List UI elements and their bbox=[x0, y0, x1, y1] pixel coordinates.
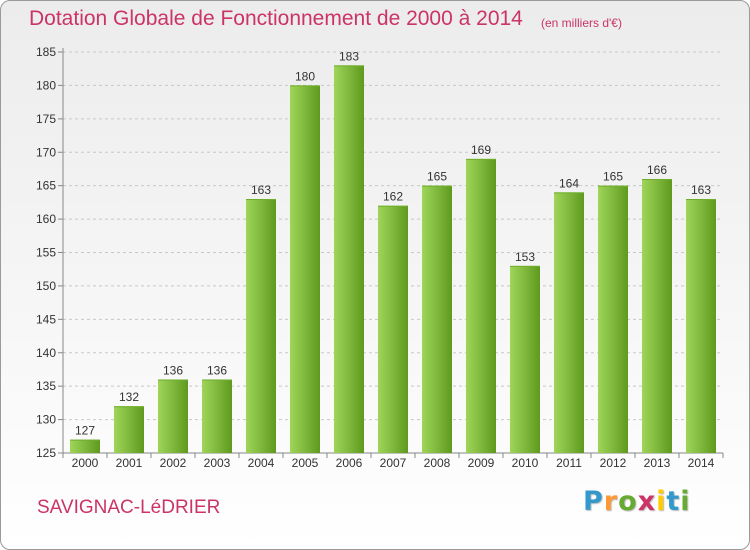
x-tick-label: 2003 bbox=[204, 456, 231, 470]
bar-2001 bbox=[114, 406, 144, 453]
x-tick-label: 2005 bbox=[292, 456, 319, 470]
logo-letter: r bbox=[603, 486, 619, 517]
x-tick-label: 2000 bbox=[72, 456, 99, 470]
bar-2000 bbox=[70, 439, 100, 453]
unit-note: (en milliers d'€) bbox=[541, 16, 622, 30]
bar-2014 bbox=[686, 199, 716, 453]
logo-letter: i bbox=[656, 486, 667, 517]
bar-2004 bbox=[246, 199, 276, 453]
y-tick-label: 125 bbox=[36, 446, 56, 460]
x-tick-label: 2011 bbox=[556, 456, 582, 470]
value-label: 165 bbox=[427, 170, 447, 184]
labels: 125 130 135 140 145 150 155 160 165 170 175 180 185 1… bbox=[36, 45, 715, 470]
logo-letter: o bbox=[618, 486, 638, 517]
value-label: 163 bbox=[251, 183, 271, 197]
commune-name: SAVIGNAC-LéDRIER bbox=[37, 497, 221, 518]
y-tick-label: 155 bbox=[36, 246, 56, 260]
value-label: 136 bbox=[207, 363, 227, 377]
bar-2002 bbox=[158, 379, 188, 453]
value-label: 136 bbox=[163, 363, 183, 377]
y-tick-label: 160 bbox=[36, 212, 56, 226]
logo-letter: i bbox=[680, 486, 691, 517]
bar-2003 bbox=[202, 379, 232, 453]
value-label: 166 bbox=[647, 163, 667, 177]
y-tick-label: 130 bbox=[36, 413, 56, 427]
value-label: 162 bbox=[383, 190, 403, 204]
bar-2007 bbox=[378, 205, 408, 453]
value-label: 132 bbox=[119, 390, 139, 404]
x-tick-label: 2014 bbox=[688, 456, 715, 470]
x-tick-label: 2009 bbox=[468, 456, 495, 470]
bar-2012 bbox=[598, 185, 628, 453]
x-tick-label: 2006 bbox=[336, 456, 363, 470]
x-tick-label: 2004 bbox=[248, 456, 275, 470]
y-tick-label: 185 bbox=[36, 45, 56, 59]
bar-2005 bbox=[290, 85, 320, 454]
value-label: 169 bbox=[471, 143, 491, 157]
y-tick-label: 165 bbox=[36, 179, 56, 193]
proxiti-logo: Proxiti bbox=[583, 486, 691, 517]
x-tick-label: 2001 bbox=[116, 456, 143, 470]
bar-2013 bbox=[642, 178, 672, 453]
y-tick-label: 150 bbox=[36, 279, 56, 293]
y-tick-label: 180 bbox=[36, 78, 56, 92]
bar-2010 bbox=[510, 265, 540, 453]
value-label: 165 bbox=[603, 170, 623, 184]
bar-2006 bbox=[334, 65, 364, 453]
logo-letter: x bbox=[637, 486, 657, 517]
bar-2009 bbox=[466, 158, 496, 453]
bar-2011 bbox=[554, 192, 584, 453]
y-tick-label: 135 bbox=[36, 379, 56, 393]
x-tick-label: 2012 bbox=[600, 456, 627, 470]
chart-title: Dotation Globale de Fonctionnement de 20… bbox=[29, 7, 523, 30]
x-tick-label: 2010 bbox=[512, 456, 539, 470]
bar-2008 bbox=[422, 185, 452, 453]
x-tick-label: 2013 bbox=[644, 456, 671, 470]
value-label: 164 bbox=[559, 176, 579, 190]
x-tick-label: 2002 bbox=[160, 456, 187, 470]
value-label: 183 bbox=[339, 49, 359, 63]
y-tick-label: 140 bbox=[36, 346, 56, 360]
value-label: 163 bbox=[691, 183, 711, 197]
bars bbox=[70, 65, 716, 454]
logo-letter: t bbox=[666, 486, 681, 517]
y-tick-label: 175 bbox=[36, 112, 56, 126]
logo-letter: P bbox=[583, 486, 604, 517]
y-tick-label: 170 bbox=[36, 145, 56, 159]
x-tick-label: 2007 bbox=[380, 456, 407, 470]
value-label: 127 bbox=[75, 424, 95, 438]
value-label: 180 bbox=[295, 69, 315, 83]
x-tick-label: 2008 bbox=[424, 456, 451, 470]
y-tick-label: 145 bbox=[36, 312, 56, 326]
value-label: 153 bbox=[515, 250, 535, 264]
